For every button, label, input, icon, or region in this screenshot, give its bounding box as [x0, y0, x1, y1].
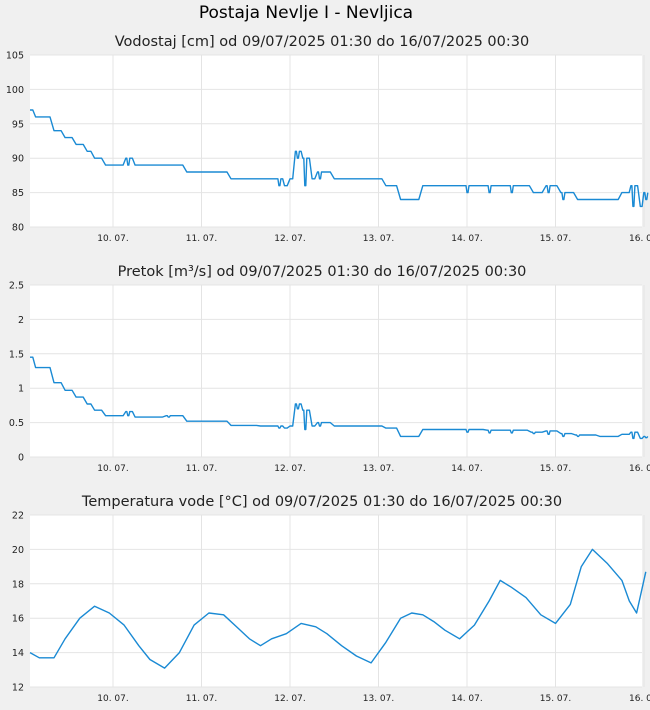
x-tick-label: 11. 07.	[186, 234, 218, 244]
chart-title: Pretok [m³/s] od 09/07/2025 01:30 do 16/…	[118, 264, 527, 280]
y-tick-label: 100	[6, 85, 24, 96]
x-tick-label: 13. 07.	[363, 464, 395, 474]
x-tick-label: 15. 07.	[540, 464, 572, 474]
chart-2: Pretok [m³/s] od 09/07/2025 01:30 do 16/…	[9, 264, 650, 474]
y-tick-label: 22	[12, 511, 24, 522]
y-tick-label: 90	[12, 154, 24, 165]
y-tick-label: 2.5	[9, 281, 24, 292]
x-tick-label: 10. 07.	[97, 694, 129, 704]
y-tick-label: 105	[6, 51, 24, 62]
series-line	[30, 109, 649, 208]
x-tick-label: 13. 07.	[363, 234, 395, 244]
y-tick-label: 1.5	[9, 349, 24, 360]
y-tick-label: 85	[12, 188, 24, 199]
x-tick-label: 16. 07	[629, 464, 650, 474]
x-tick-label: 13. 07.	[363, 694, 395, 704]
y-tick-label: 0	[18, 453, 24, 464]
x-tick-label: 11. 07.	[186, 464, 218, 474]
x-tick-label: 12. 07.	[274, 234, 306, 244]
y-tick-label: 18	[12, 579, 24, 590]
x-tick-label: 14. 07.	[451, 694, 483, 704]
y-tick-label: 14	[12, 648, 24, 659]
series-line	[29, 548, 647, 669]
y-tick-label: 16	[12, 614, 24, 625]
page-title: Postaja Nevlje I - Nevljica	[198, 3, 414, 23]
x-tick-label: 15. 07.	[540, 694, 572, 704]
y-tick-label: 2	[18, 315, 24, 326]
plot-area	[30, 55, 642, 227]
x-tick-label: 10. 07.	[97, 234, 129, 244]
x-tick-label: 15. 07.	[540, 234, 572, 244]
plot-area	[30, 285, 642, 457]
x-tick-label: 14. 07.	[451, 234, 483, 244]
chart-3: Temperatura vode [°C] od 09/07/2025 01:3…	[12, 494, 650, 704]
chart-1: Vodostaj [cm] od 09/07/2025 01:30 do 16/…	[6, 34, 650, 244]
y-tick-label: 80	[12, 223, 24, 234]
x-tick-label: 14. 07.	[451, 464, 483, 474]
chart-title: Temperatura vode [°C] od 09/07/2025 01:3…	[81, 494, 562, 510]
y-tick-label: 20	[12, 545, 24, 556]
y-tick-label: 95	[12, 119, 24, 130]
y-tick-label: 12	[12, 683, 24, 694]
x-tick-label: 12. 07.	[274, 694, 306, 704]
series-line	[30, 356, 649, 440]
chart-title: Vodostaj [cm] od 09/07/2025 01:30 do 16/…	[115, 34, 529, 50]
x-tick-label: 11. 07.	[186, 694, 218, 704]
y-tick-label: 0.5	[9, 418, 24, 429]
x-tick-label: 16. 07	[629, 694, 650, 704]
plot-area	[30, 515, 642, 687]
y-tick-label: 1	[18, 384, 24, 395]
x-tick-label: 16. 07	[629, 234, 650, 244]
x-tick-label: 10. 07.	[97, 464, 129, 474]
x-tick-label: 12. 07.	[274, 464, 306, 474]
